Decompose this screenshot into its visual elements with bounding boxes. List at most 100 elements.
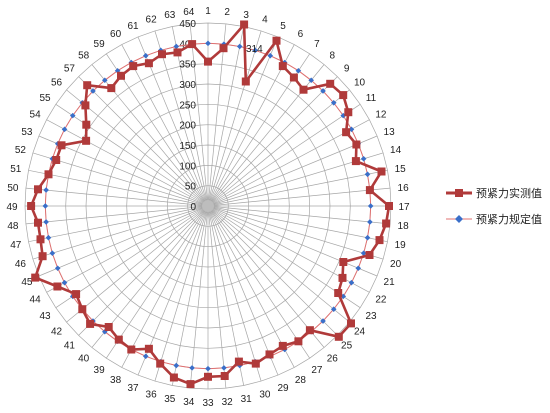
point-measured-5 [272, 36, 281, 45]
point-specified-44 [61, 279, 68, 286]
category-label-11: 11 [366, 93, 377, 104]
point-specified-49 [42, 203, 49, 209]
radial-tick-label: 300 [179, 80, 196, 91]
spoke-53 [38, 135, 209, 207]
spoke-9 [207, 76, 338, 207]
point-measured-40 [104, 323, 113, 331]
category-label-43: 43 [39, 311, 51, 322]
point-measured-38 [127, 345, 136, 354]
point-specified-32 [221, 365, 227, 371]
point-measured-56 [81, 101, 90, 110]
point-specified-48 [43, 219, 49, 225]
category-label-1: 1 [205, 6, 211, 17]
point-specified-10 [330, 100, 337, 106]
category-label-29: 29 [277, 383, 289, 394]
point-measured-10 [339, 91, 348, 100]
category-label-51: 51 [10, 164, 22, 175]
point-measured-48 [34, 218, 42, 227]
spoke-27 [207, 205, 310, 359]
spoke-18 [207, 205, 391, 225]
category-label-27: 27 [311, 365, 323, 376]
point-specified-34 [189, 365, 195, 371]
spoke-30 [207, 205, 262, 382]
point-measured-12 [342, 128, 351, 137]
radar-center [202, 200, 214, 212]
legend-label-measured: 预紧力实测值 [476, 188, 542, 200]
category-label-56: 56 [51, 78, 63, 89]
point-measured-49 [27, 202, 36, 210]
point-specified-21 [355, 265, 362, 272]
point-specified-17 [367, 203, 374, 209]
radial-tick-label: 200 [179, 121, 196, 132]
point-measured-6 [278, 62, 287, 71]
spoke-2 [207, 23, 227, 207]
point-measured-45 [31, 273, 40, 282]
point-measured-4 [241, 77, 250, 86]
point-specified-3 [236, 43, 243, 50]
legend-swatch-measured [446, 189, 472, 197]
point-measured-8 [299, 85, 308, 94]
point-specified-14 [360, 155, 367, 162]
category-label-33: 33 [202, 398, 214, 409]
category-label-49: 49 [6, 202, 18, 213]
spoke-4 [207, 30, 262, 207]
spoke-48 [25, 205, 209, 225]
spoke-25 [207, 205, 338, 336]
series-layer [27, 20, 393, 389]
spoke-39 [106, 205, 209, 359]
point-measured-47 [36, 235, 45, 244]
category-label-45: 45 [21, 277, 33, 288]
point-specified-37 [142, 353, 149, 360]
point-specified-15 [364, 171, 371, 178]
category-label-25: 25 [341, 341, 353, 352]
legend-item-specified: 预紧力规定值 [446, 210, 550, 230]
category-label-9: 9 [344, 63, 350, 74]
category-label-60: 60 [110, 29, 122, 40]
spoke-34 [189, 205, 209, 389]
point-specified-24 [330, 306, 337, 312]
category-label-42: 42 [51, 326, 63, 337]
spoke-63 [171, 26, 209, 207]
spoke-46 [32, 205, 209, 260]
category-label-18: 18 [398, 221, 410, 232]
category-label-5: 5 [280, 21, 286, 32]
point-measured-60 [129, 62, 138, 71]
category-label-3: 3 [243, 10, 249, 21]
category-label-36: 36 [146, 390, 158, 401]
category-label-38: 38 [110, 375, 122, 386]
spoke-24 [207, 205, 350, 323]
category-label-41: 41 [64, 341, 76, 352]
category-label-21: 21 [384, 277, 396, 288]
point-specified-35 [173, 362, 180, 369]
point-measured-52 [52, 156, 61, 164]
point-specified-23 [340, 293, 347, 300]
point-measured-44 [53, 282, 62, 291]
point-measured-25 [334, 332, 343, 341]
point-measured-15 [377, 167, 386, 176]
spoke-36 [154, 205, 209, 382]
category-label-28: 28 [295, 375, 307, 386]
data-point-label: 314 [246, 44, 263, 55]
radial-tick-label: 50 [185, 182, 197, 193]
spoke-47 [28, 205, 209, 243]
spoke-64 [189, 23, 209, 207]
point-measured-23 [334, 289, 343, 297]
point-measured-24 [347, 319, 355, 328]
point-specified-47 [45, 234, 52, 241]
spoke-54 [46, 119, 209, 207]
point-measured-2 [219, 44, 228, 53]
point-measured-13 [352, 140, 361, 149]
category-label-55: 55 [39, 93, 51, 104]
point-measured-34 [186, 380, 195, 389]
radial-tick-label: 0 [190, 202, 196, 213]
point-measured-41 [86, 319, 95, 328]
category-label-2: 2 [224, 7, 230, 18]
point-specified-33 [205, 365, 211, 372]
category-label-52: 52 [15, 145, 27, 156]
point-specified-61 [142, 52, 149, 59]
spoke-11 [207, 104, 361, 207]
category-label-4: 4 [262, 14, 268, 25]
point-measured-16 [365, 186, 374, 195]
spoke-55 [55, 104, 209, 207]
category-label-12: 12 [375, 110, 387, 121]
